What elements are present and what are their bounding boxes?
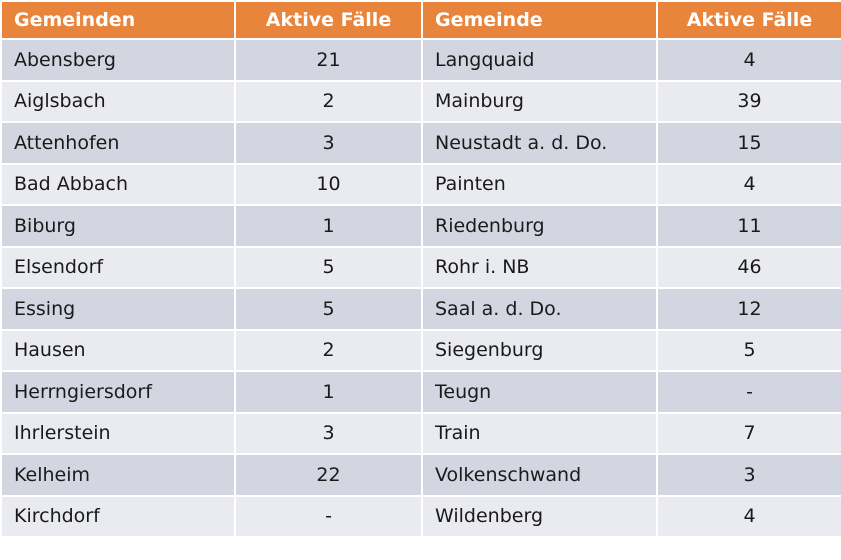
cell-gemeinde-left: Abensberg [0,38,236,82]
cell-gemeinde-right: Saal a. d. Do. [421,287,658,331]
cell-gemeinde-right: Riedenburg [421,204,658,248]
cell-gemeinde-left: Hausen [0,328,236,372]
cell-count-right: 5 [656,328,841,372]
table-row: Elsendorf 5 Rohr i. NB 46 [0,245,841,289]
cell-count-left: 5 [234,245,423,289]
cell-gemeinde-left: Elsendorf [0,245,236,289]
cell-count-right: 46 [656,245,841,289]
cell-count-right: 4 [656,38,841,82]
cell-gemeinde-left: Kirchdorf [0,494,236,538]
cell-count-right: 4 [656,162,841,206]
cell-count-right: - [656,370,841,414]
table-row: Hausen 2 Siegenburg 5 [0,328,841,372]
cell-gemeinde-right: Rohr i. NB [421,245,658,289]
table-row: Abensberg 21 Langquaid 4 [0,38,841,82]
cell-gemeinde-right: Painten [421,162,658,206]
table-row: Bad Abbach 10 Painten 4 [0,162,841,206]
cell-count-left: - [234,494,423,538]
cell-gemeinde-left: Kelheim [0,453,236,497]
cell-gemeinde-left: Biburg [0,204,236,248]
header-aktive-faelle-left: Aktive Fälle [234,0,423,40]
header-gemeinde: Gemeinde [421,0,658,40]
cell-gemeinde-left: Aiglsbach [0,79,236,123]
header-gemeinden: Gemeinden [0,0,236,40]
table-body: Abensberg 21 Langquaid 4 Aiglsbach 2 Mainburg 3… [0,38,841,538]
cell-gemeinde-right: Siegenburg [421,328,658,372]
table-row: Kelheim 22 Volkenschwand 3 [0,453,841,497]
table-row: Attenhofen 3 Neustadt a. d. Do. 15 [0,121,841,165]
cell-gemeinde-left: Ihrlerstein [0,411,236,455]
table-row: Biburg 1 Riedenburg 11 [0,204,841,248]
cell-gemeinde-right: Volkenschwand [421,453,658,497]
cell-gemeinde-left: Bad Abbach [0,162,236,206]
table-row: Aiglsbach 2 Mainburg 39 [0,79,841,123]
cell-gemeinde-left: Herrngiersdorf [0,370,236,414]
table-row: Kirchdorf - Wildenberg 4 [0,494,841,538]
header-row: Gemeinden Aktive Fälle Gemeinde Aktive F… [0,0,841,40]
cell-count-right: 4 [656,494,841,538]
cell-count-left: 3 [234,411,423,455]
cell-count-right: 15 [656,121,841,165]
table-row: Herrngiersdorf 1 Teugn - [0,370,841,414]
cell-count-right: 11 [656,204,841,248]
cell-gemeinde-right: Mainburg [421,79,658,123]
cell-count-left: 1 [234,204,423,248]
cell-count-left: 2 [234,79,423,123]
cases-table: Gemeinden Aktive Fälle Gemeinde Aktive F… [0,0,841,538]
header-aktive-faelle-right: Aktive Fälle [656,0,841,40]
cell-count-right: 12 [656,287,841,331]
cell-gemeinde-right: Teugn [421,370,658,414]
cell-count-left: 1 [234,370,423,414]
table-row: Essing 5 Saal a. d. Do. 12 [0,287,841,331]
cell-gemeinde-right: Wildenberg [421,494,658,538]
cell-count-left: 5 [234,287,423,331]
cell-count-left: 22 [234,453,423,497]
cell-count-right: 7 [656,411,841,455]
cell-count-left: 10 [234,162,423,206]
cell-count-left: 21 [234,38,423,82]
cell-gemeinde-right: Train [421,411,658,455]
cell-gemeinde-left: Essing [0,287,236,331]
cell-gemeinde-right: Neustadt a. d. Do. [421,121,658,165]
cell-gemeinde-left: Attenhofen [0,121,236,165]
table-row: Ihrlerstein 3 Train 7 [0,411,841,455]
cell-count-right: 3 [656,453,841,497]
cell-count-left: 3 [234,121,423,165]
cell-count-left: 2 [234,328,423,372]
cell-gemeinde-right: Langquaid [421,38,658,82]
cell-count-right: 39 [656,79,841,123]
